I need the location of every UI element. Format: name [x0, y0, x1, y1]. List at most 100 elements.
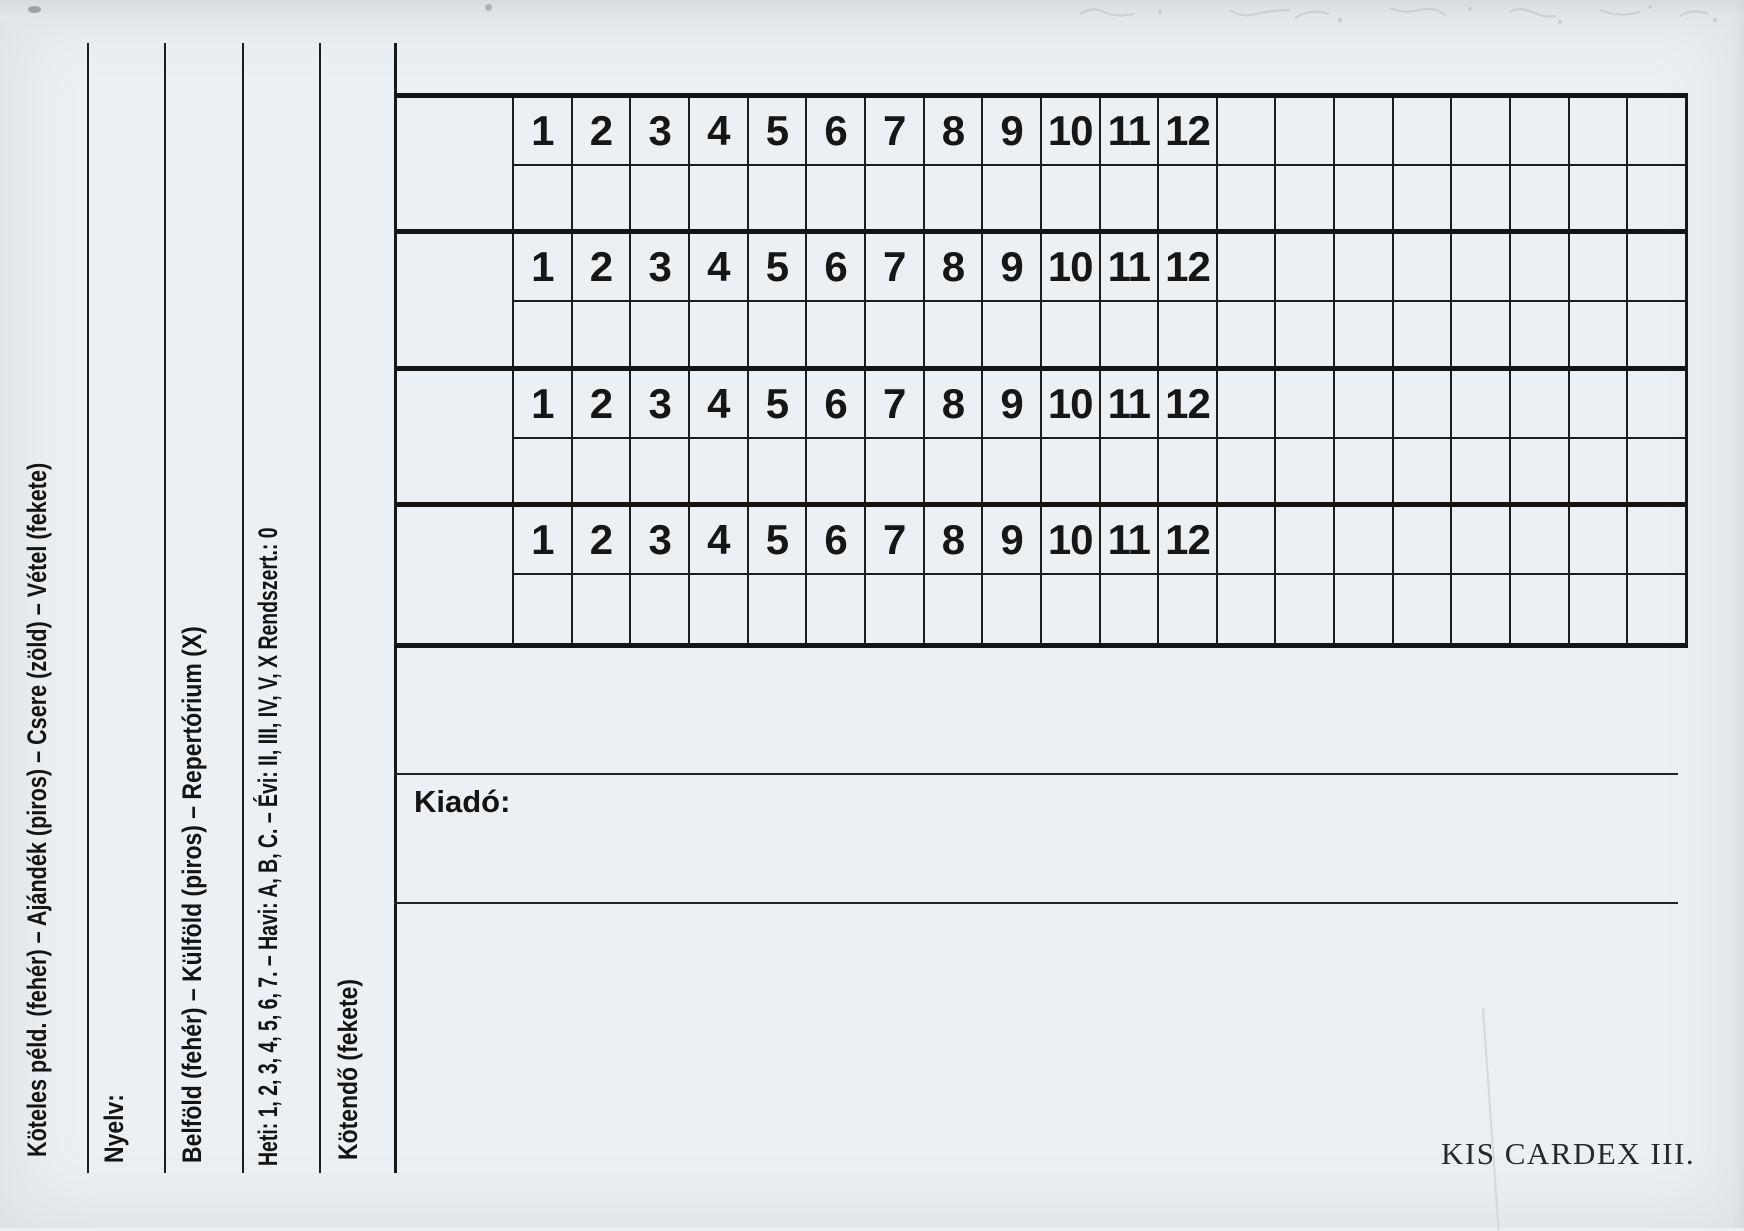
- empty-month-cell: [1215, 506, 1275, 575]
- month-number-cell: 10: [1039, 370, 1099, 439]
- blank-entry-cell: [687, 574, 747, 643]
- empty-month-cell: [1391, 370, 1451, 439]
- blank-entry-cell: [1626, 574, 1685, 643]
- month-number-cell: 4: [687, 98, 747, 166]
- blank-entry-cell: [922, 438, 982, 502]
- blank-entry-cell: [1626, 166, 1685, 230]
- blank-entry-cell: [1274, 166, 1333, 230]
- blank-entry-cell: [629, 302, 688, 366]
- blank-entry-cell: [1567, 166, 1627, 230]
- month-number-cell: 12: [1157, 234, 1216, 303]
- blank-entry-cell: [1215, 574, 1275, 643]
- left-column-rule-2: [164, 43, 166, 1173]
- month-number-cell: 8: [922, 370, 982, 439]
- blank-entry-cell: [922, 574, 982, 643]
- month-number-cell: 10: [1039, 506, 1099, 575]
- empty-month-cell: [1333, 98, 1392, 166]
- blank-entry-cell: [1567, 302, 1627, 366]
- blank-entry-cell: [863, 438, 923, 502]
- month-number-cell: 10: [1039, 234, 1099, 303]
- scan-speck: [485, 4, 492, 11]
- empty-month-cell: [1215, 98, 1275, 166]
- empty-month-cell: [1509, 506, 1568, 575]
- month-number-cell: 9: [981, 370, 1040, 439]
- month-number-cell: 4: [687, 234, 747, 303]
- empty-month-cell: [1567, 98, 1627, 166]
- label-binding: Kötendő (fekete): [333, 978, 363, 1160]
- empty-month-cell: [1626, 234, 1685, 303]
- blank-entry-cell: [1039, 438, 1099, 502]
- blank-entry-cell: [863, 574, 923, 643]
- month-number-cell: 8: [922, 98, 982, 166]
- month-number-cell: 9: [981, 98, 1040, 166]
- blank-entry-cell: [1450, 166, 1509, 230]
- grid-label-cell: [397, 507, 512, 643]
- blank-entry-cell: [629, 166, 688, 230]
- empty-month-cell: [1274, 98, 1334, 166]
- month-number-cell: 5: [746, 98, 806, 166]
- blank-entry-cell: [1039, 302, 1099, 366]
- blank-entry-cell: [863, 166, 923, 230]
- month-number-cell: 1: [512, 506, 571, 575]
- blank-entry-cell: [570, 302, 630, 366]
- paper-crease: [1482, 1007, 1500, 1231]
- empty-month-cell: [1391, 98, 1451, 166]
- month-number-cell: 1: [512, 370, 571, 439]
- empty-month-cell: [1450, 370, 1510, 439]
- empty-month-cell: [1274, 370, 1334, 439]
- empty-month-cell: [1450, 506, 1510, 575]
- blank-entry-cell: [1333, 438, 1392, 502]
- blank-entry-cell: [981, 438, 1040, 502]
- blank-entry-cell: [1215, 438, 1275, 502]
- blank-entry-cell: [1450, 302, 1509, 366]
- blank-entry-cell: [746, 302, 806, 366]
- blank-entry-cell: [1098, 574, 1158, 643]
- blank-entry-cell: [922, 302, 982, 366]
- month-number-cell: 6: [805, 506, 864, 575]
- empty-month-cell: [1567, 234, 1627, 303]
- month-number-cell: 5: [746, 370, 806, 439]
- blank-entry-cell: [1157, 166, 1216, 230]
- blank-entry-cell: [512, 438, 571, 502]
- blank-entry-cell: [629, 438, 688, 502]
- publisher-section-top-rule: [394, 773, 1678, 775]
- empty-month-cell: [1391, 506, 1451, 575]
- left-column-rule-3: [242, 43, 244, 1173]
- label-frequency-codes: Heti: 1, 2, 3, 4, 5, 6, 7. – Havi: A, B,…: [253, 527, 283, 1166]
- blank-entry-cell: [1509, 166, 1568, 230]
- grid-year-group: 1 2 3 4 5 6 7 8 9 10 11 12: [397, 98, 1685, 235]
- blank-entry-cell: [981, 302, 1040, 366]
- blank-entry-cell: [687, 166, 747, 230]
- blank-entry-cell: [1098, 302, 1158, 366]
- empty-month-cell: [1626, 98, 1685, 166]
- month-number-cell: 2: [570, 370, 630, 439]
- blank-entry-cell: [922, 166, 982, 230]
- month-number-cell: 4: [687, 506, 747, 575]
- grid-label-cell: [397, 234, 512, 365]
- left-column-rule-4: [319, 43, 321, 1173]
- publisher-section-bottom-rule: [394, 902, 1678, 904]
- scan-right-edge-shadow: [1732, 0, 1744, 1228]
- blank-entry-cell: [805, 438, 864, 502]
- month-number-cell: 6: [805, 98, 864, 166]
- blank-entry-cell: [570, 438, 630, 502]
- empty-month-cell: [1333, 506, 1392, 575]
- blank-entry-cell: [1098, 166, 1158, 230]
- month-number-cell: 7: [863, 234, 923, 303]
- empty-month-cell: [1626, 370, 1685, 439]
- month-number-cell: 3: [629, 98, 688, 166]
- blank-entry-cell: [1157, 438, 1216, 502]
- month-number-cell: 7: [863, 370, 923, 439]
- blank-entry-cell: [1391, 438, 1451, 502]
- blank-entry-cell: [1274, 302, 1333, 366]
- blank-entry-cell: [512, 166, 571, 230]
- month-number-cell: 2: [570, 234, 630, 303]
- blank-entry-cell: [1626, 438, 1685, 502]
- blank-entry-cell: [746, 438, 806, 502]
- blank-entry-cell: [1567, 438, 1627, 502]
- month-number-cell: 6: [805, 370, 864, 439]
- blank-entry-cell: [746, 166, 806, 230]
- empty-month-cell: [1567, 370, 1627, 439]
- month-number-cell: 7: [863, 98, 923, 166]
- month-number-cell: 7: [863, 506, 923, 575]
